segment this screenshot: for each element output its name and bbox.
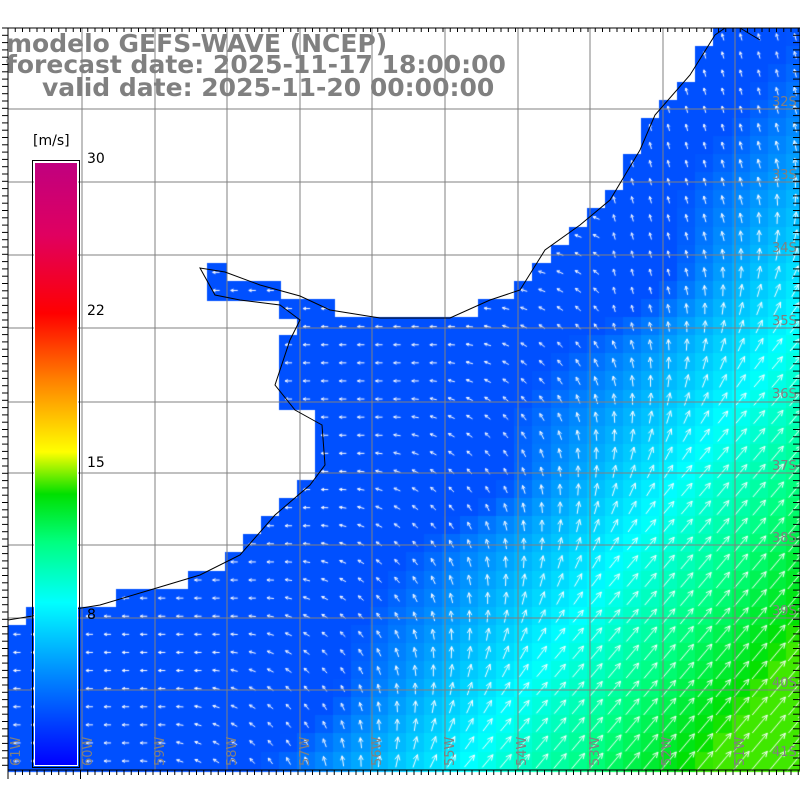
longitude-label: 52W (660, 736, 675, 766)
colorbar-tick-15: 15 (87, 455, 105, 471)
longitude-labels: 61W 60W 59W 58W 57W 56W 55W 54W 53W 52W 51W (9, 736, 748, 766)
latitude-label: 36S (772, 387, 797, 402)
longitude-label: 51W (733, 736, 748, 766)
colorbar-tick-8: 8 (87, 607, 96, 623)
map-frame (7, 27, 800, 771)
longitude-label: 61W (9, 736, 24, 766)
latitude-label: 38S (772, 531, 797, 546)
longitude-label: 53W (588, 736, 603, 766)
latitude-labels: 32S 33S 34S 35S 36S 37S 38S 39S 40S 41S (772, 95, 797, 760)
frame-ticks (2, 27, 800, 779)
latitude-label: 32S (772, 95, 797, 110)
longitude-label: 60W (81, 736, 96, 766)
graticule (8, 28, 800, 770)
latitude-label: 35S (772, 314, 797, 329)
title-valid-date: valid date: 2025-11-20 00:00:00 (42, 73, 495, 102)
longitude-label: 55W (443, 736, 458, 766)
coastline (7, 27, 800, 621)
longitude-label: 54W (515, 736, 530, 766)
colorbar-tick-30: 30 (87, 151, 105, 167)
colorbar (32, 160, 80, 768)
longitude-label: 59W (153, 736, 168, 766)
longitude-label: 58W (225, 736, 240, 766)
longitude-label: 56W (370, 736, 385, 766)
title-forecast-date: forecast date: 2025-11-17 18:00:00 (6, 50, 506, 79)
latitude-label: 34S (772, 241, 797, 256)
latitude-label: 33S (772, 168, 797, 183)
latitude-label: 37S (772, 459, 797, 474)
longitude-label: 57W (298, 736, 313, 766)
latitude-label: 41S (772, 745, 797, 760)
colorbar-tick-22: 22 (87, 303, 105, 319)
latitude-label: 39S (772, 604, 797, 619)
colorbar-gradient (34, 162, 78, 766)
latitude-label: 40S (772, 676, 797, 691)
colorbar-unit: [m/s] (33, 133, 70, 149)
title-model: modelo GEFS-WAVE (NCEP) (6, 29, 388, 58)
